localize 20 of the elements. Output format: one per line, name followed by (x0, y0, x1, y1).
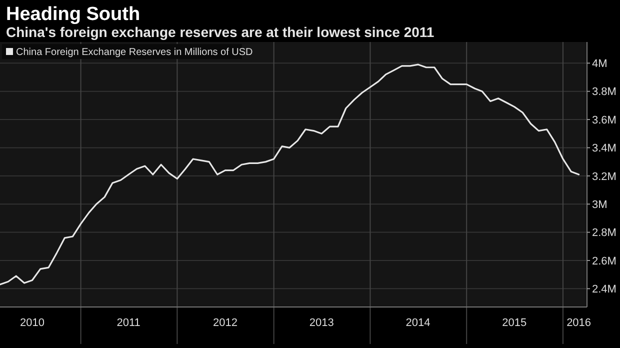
x-tick-label: 2015 (502, 317, 527, 329)
x-tick-label: 2012 (213, 317, 238, 329)
chart-title: Heading South (6, 4, 140, 25)
y-tick-label: 3M (592, 198, 608, 211)
chart-subtitle: China's foreign exchange reserves are at their lowest since 2011 (6, 24, 434, 40)
x-tick-label: 2011 (116, 317, 140, 329)
y-tick-label: 3.2M (592, 170, 616, 183)
y-tick-label: 4M (592, 58, 608, 70)
line-series (0, 64, 580, 286)
x-tick-label: 2010 (20, 317, 44, 329)
y-tick-label: 3.6M (592, 114, 616, 126)
x-tick-label: 2016 (566, 317, 592, 329)
y-tick-label: 2.4M (592, 284, 616, 296)
y-tick-label: 3.4M (592, 142, 616, 155)
legend-label: China Foreign Exchange Reserves in Millions of USD (16, 47, 253, 58)
y-tick-label: 2.6M (592, 255, 616, 268)
y-tick-label: 3.8M (592, 86, 616, 98)
x-tick-label: 2013 (309, 317, 334, 329)
y-tick-label: 2.8M (592, 227, 616, 240)
x-tick-label: 2014 (406, 317, 430, 329)
